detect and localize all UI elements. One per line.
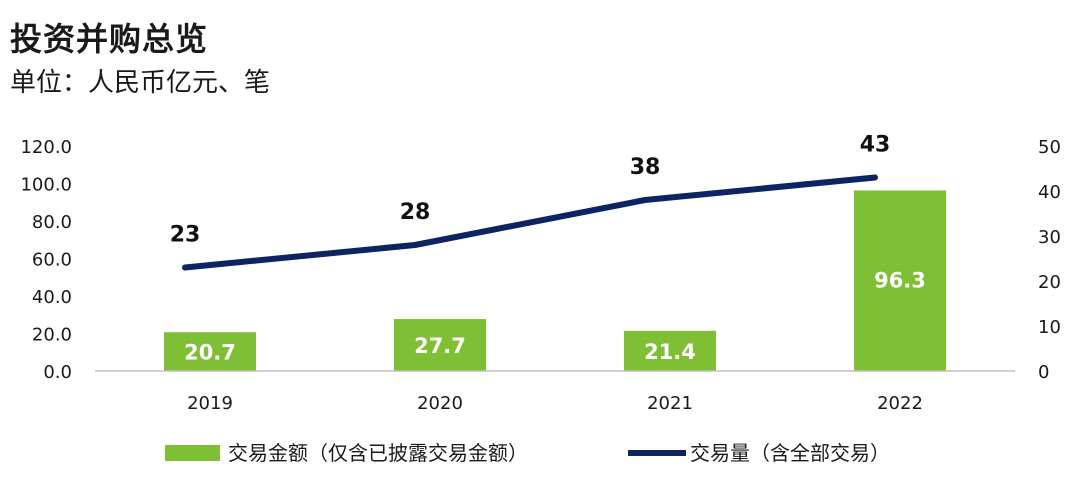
bar-value-label: 27.7 <box>414 334 466 358</box>
x-tick-label: 2020 <box>417 393 463 414</box>
y-left-tick-label: 20.0 <box>32 325 72 346</box>
y-left-tick-label: 0.0 <box>43 362 72 383</box>
x-tick-label: 2019 <box>187 393 233 414</box>
bar <box>624 330 716 371</box>
legend-label-amount: 交易金额（仅含已披露交易金额） <box>228 441 528 465</box>
line-value-label: 43 <box>860 133 891 158</box>
bar-value-label: 96.3 <box>874 269 926 293</box>
line-value-label: 23 <box>170 223 201 248</box>
x-tick-label: 2022 <box>877 393 923 414</box>
y-left-tick-label: 80.0 <box>32 212 72 233</box>
y-right-tick-label: 10 <box>1038 317 1061 338</box>
y-left-tick-label: 60.0 <box>32 250 72 271</box>
line-value-label: 38 <box>630 155 661 180</box>
y-right-tick-label: 40 <box>1038 182 1061 203</box>
legend-swatch-bar <box>165 445 220 461</box>
x-tick-label: 2021 <box>647 393 693 414</box>
y-right-tick-label: 50 <box>1038 137 1061 158</box>
bar <box>394 319 486 371</box>
y-left-tick-label: 100.0 <box>20 175 72 196</box>
chart-subtitle: 单位：人民币亿元、笔 <box>10 68 271 98</box>
line-value-label: 28 <box>400 200 431 225</box>
line-series-volume <box>182 174 878 271</box>
y-right-tick-label: 0 <box>1038 362 1049 383</box>
y-left-tick-label: 120.0 <box>20 137 72 158</box>
legend-label-volume: 交易量（含全部交易） <box>690 441 890 465</box>
bar-value-label: 20.7 <box>184 341 236 365</box>
y-left-tick-label: 40.0 <box>32 287 72 308</box>
chart-title: 投资并购总览 <box>10 20 209 58</box>
y-right-tick-label: 20 <box>1038 272 1061 293</box>
bar-value-label: 21.4 <box>644 340 696 364</box>
bar <box>164 332 256 371</box>
y-right-tick-label: 30 <box>1038 227 1061 248</box>
bar <box>854 190 946 371</box>
